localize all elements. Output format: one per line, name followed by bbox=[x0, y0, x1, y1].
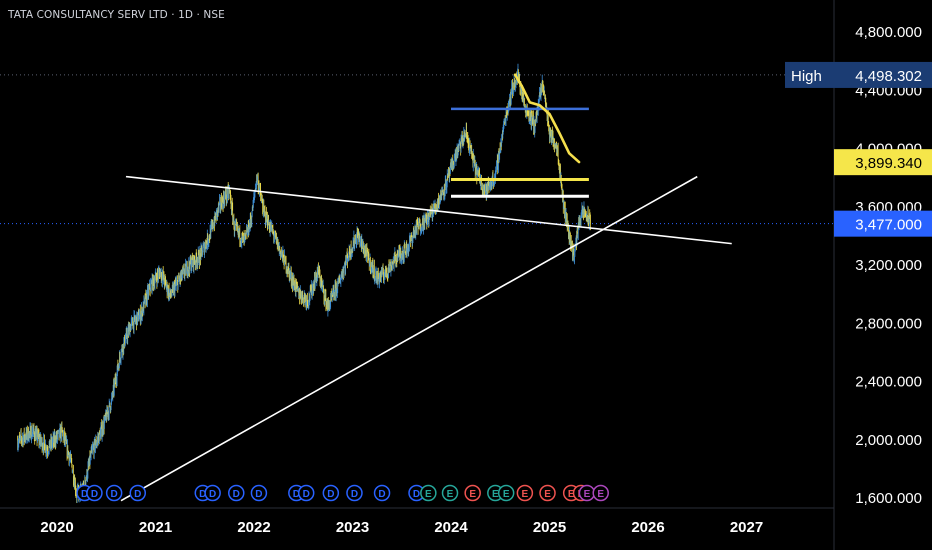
y-tick-label: 2,800.000 bbox=[855, 315, 922, 332]
event-marker-label: E bbox=[425, 489, 432, 500]
trend-line-2[interactable] bbox=[120, 175, 698, 502]
event-marker-dividend[interactable] bbox=[204, 484, 221, 502]
x-tick-label: 2027 bbox=[730, 519, 763, 536]
x-tick-label: 2025 bbox=[533, 519, 566, 536]
y-tick-label: 1,600.000 bbox=[855, 490, 922, 507]
high-label-box bbox=[785, 61, 932, 88]
event-marker-label: E bbox=[503, 489, 510, 500]
event-marker-earnings_negative[interactable] bbox=[464, 484, 481, 502]
event-marker-dividend[interactable] bbox=[228, 484, 245, 502]
moving-average-line bbox=[513, 73, 581, 164]
event-marker-label: D bbox=[111, 489, 118, 500]
x-tick-label: 2022 bbox=[237, 519, 270, 536]
event-marker-label: D bbox=[351, 489, 358, 500]
event-marker-label: D bbox=[255, 489, 262, 500]
event-marker-label: E bbox=[447, 489, 454, 500]
event-marker-label: E bbox=[568, 489, 575, 500]
x-tick-label: 2026 bbox=[631, 519, 664, 536]
event-marker-dividend[interactable] bbox=[86, 484, 103, 502]
last-price-label: 3,477.000 bbox=[855, 217, 922, 234]
event-marker-earnings_positive[interactable] bbox=[420, 484, 437, 502]
event-marker-dividend[interactable] bbox=[373, 484, 391, 502]
event-marker-label: E bbox=[469, 489, 476, 500]
y-tick-label: 2,400.000 bbox=[855, 374, 922, 391]
x-tick-label: 2021 bbox=[139, 519, 172, 536]
high-value-label: 4,498.302 bbox=[855, 68, 922, 85]
y-tick-label: 2,000.000 bbox=[855, 432, 922, 449]
event-marker-dividend[interactable] bbox=[297, 484, 315, 502]
event-marker-label: D bbox=[413, 489, 420, 500]
x-tick-label: 2023 bbox=[336, 519, 369, 536]
event-marker-label: D bbox=[233, 489, 240, 500]
event-marker-label: D bbox=[303, 489, 310, 500]
event-marker-dividend[interactable] bbox=[129, 484, 147, 502]
event-marker-label: E bbox=[584, 489, 591, 500]
event-marker-dividend[interactable] bbox=[250, 484, 268, 502]
event-marker-earnings_upcoming[interactable] bbox=[592, 484, 609, 502]
event-marker-earnings_negative[interactable] bbox=[539, 484, 556, 502]
y-tick-label: 3,200.000 bbox=[855, 257, 922, 274]
y-tick-label: 4,800.000 bbox=[855, 24, 922, 41]
ma-value-box bbox=[834, 149, 932, 176]
x-tick-label: 2020 bbox=[40, 519, 73, 536]
event-marker-label: E bbox=[522, 489, 529, 500]
event-marker-label: E bbox=[597, 489, 604, 500]
event-marker-label: D bbox=[293, 489, 300, 500]
chart-title: TATA CONSULTANCY SERV LTD · 1D · NSE bbox=[8, 9, 225, 21]
event-marker-label: D bbox=[378, 489, 385, 500]
event-marker-label: D bbox=[81, 489, 88, 500]
event-marker-earnings_negative[interactable] bbox=[516, 484, 534, 502]
event-marker-label: D bbox=[199, 489, 206, 500]
event-marker-label: E bbox=[544, 489, 551, 500]
high-label-text: High bbox=[791, 68, 822, 85]
event-marker-label: D bbox=[134, 489, 141, 500]
x-tick-label: 2024 bbox=[434, 519, 468, 536]
last-price-box bbox=[834, 210, 932, 237]
event-marker-earnings_positive[interactable] bbox=[497, 484, 515, 502]
trend-line-1[interactable] bbox=[125, 175, 732, 245]
event-marker-label: E bbox=[492, 489, 499, 500]
event-marker-dividend[interactable] bbox=[346, 484, 363, 502]
event-marker-dividend[interactable] bbox=[105, 484, 123, 502]
event-marker-earnings_positive[interactable] bbox=[441, 484, 459, 502]
event-marker-label: D bbox=[327, 489, 334, 500]
event-marker-dividend[interactable] bbox=[322, 484, 340, 502]
event-marker-label: D bbox=[209, 489, 216, 500]
candles bbox=[17, 63, 591, 504]
event-marker-label: D bbox=[91, 489, 98, 500]
ma-value-label: 3,899.340 bbox=[855, 155, 922, 172]
